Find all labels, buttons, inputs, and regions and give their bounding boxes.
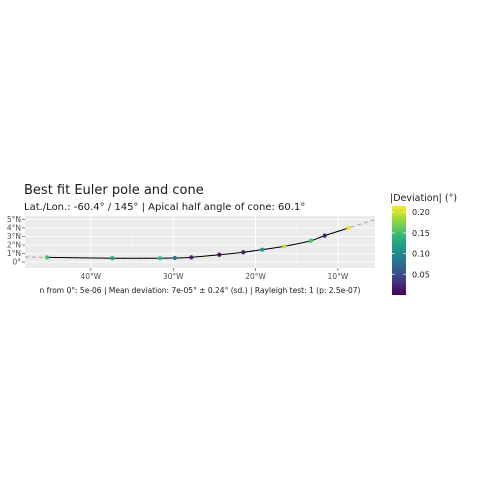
data-point bbox=[157, 256, 163, 261]
colorbar-tick-label: 0.10 bbox=[412, 250, 430, 259]
major-gridlines bbox=[25, 216, 375, 268]
x-axis: 40°W 30°W 20°W 10°W bbox=[81, 268, 349, 281]
x-tick-label: 10°W bbox=[328, 272, 349, 281]
legend-title: |Deviation| (°) bbox=[390, 193, 457, 204]
data-point bbox=[172, 255, 177, 261]
data-point bbox=[260, 247, 265, 252]
y-tick-label: 4°N bbox=[7, 224, 21, 233]
y-tick-label: 3°N bbox=[7, 232, 21, 241]
data-point bbox=[110, 256, 115, 261]
y-tick-label: 0° bbox=[12, 258, 21, 267]
chart-title: Best fit Euler pole and cone bbox=[24, 183, 204, 198]
colorbar-tick-label: 0.20 bbox=[412, 208, 430, 217]
y-tick-label: 1°N bbox=[7, 249, 21, 258]
data-points bbox=[45, 225, 351, 261]
data-point bbox=[217, 252, 222, 257]
colorbar bbox=[392, 206, 406, 295]
x-tick-label: 20°W bbox=[245, 272, 266, 281]
data-point bbox=[241, 250, 246, 255]
chart-subtitle: Lat./Lon.: -60.4° / 145° | Apical half a… bbox=[24, 202, 305, 213]
minor-gridlines bbox=[49, 216, 298, 268]
y-tick-label: 2°N bbox=[7, 241, 21, 250]
data-point bbox=[322, 233, 327, 238]
data-point bbox=[45, 255, 50, 260]
plot-panel bbox=[25, 216, 375, 268]
x-tick-label: 40°W bbox=[81, 272, 102, 281]
colorbar-tick-label: 0.15 bbox=[412, 229, 430, 238]
data-point bbox=[308, 238, 313, 243]
y-tick-label: 5°N bbox=[7, 215, 21, 224]
data-point bbox=[282, 244, 287, 249]
legend-ticks: 0.05 0.10 0.15 0.20 bbox=[392, 208, 430, 279]
data-point bbox=[189, 255, 194, 260]
chart-caption: n from 0°: 5e-06 | Mean deviation: 7e-05… bbox=[40, 286, 361, 295]
colorbar-tick-label: 0.05 bbox=[412, 270, 430, 279]
x-tick-label: 30°W bbox=[163, 272, 184, 281]
y-axis: 0°1°N2°N3°N4°N5°N bbox=[7, 215, 25, 267]
data-point bbox=[346, 225, 351, 231]
